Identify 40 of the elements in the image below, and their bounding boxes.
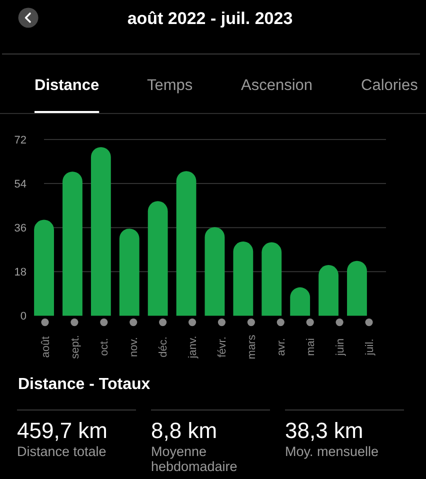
x-tick-label: mars — [246, 334, 258, 360]
bar — [318, 265, 338, 316]
text: 8,8 km — [151, 418, 218, 443]
bar — [148, 201, 168, 316]
x-tick-label: déc. — [158, 336, 170, 358]
x-tick-label: nov. — [128, 337, 140, 357]
x-tick-label: juil. — [364, 338, 376, 356]
text: Distance — [34, 77, 100, 94]
x-tick-label: mai — [304, 338, 317, 356]
x-tick-label: juin — [334, 338, 346, 357]
text: Temps — [147, 77, 193, 94]
text: Distance totale — [17, 444, 106, 459]
x-tick-label: avr. — [275, 338, 288, 356]
bar — [233, 242, 254, 316]
text: 38,3 km — [285, 418, 364, 443]
y-tick-label: 18 — [14, 266, 26, 278]
x-tick-label: oct. — [98, 338, 111, 356]
x-tick-label: août — [40, 336, 52, 358]
y-tick-label: 72 — [14, 134, 26, 146]
y-tick-label: 36 — [14, 222, 26, 234]
text: 459,7 km — [17, 418, 108, 443]
x-tick-label: sept. — [69, 335, 82, 359]
x-tick-label: janv. — [187, 336, 200, 360]
bar — [204, 227, 225, 316]
y-tick-label: 54 — [14, 178, 26, 190]
bar — [347, 260, 367, 316]
text: Moyenne hebdomadaire — [151, 444, 238, 474]
bar — [62, 172, 82, 316]
text: Ascension — [241, 77, 313, 94]
x-tick-label: févr. — [216, 336, 229, 358]
text: Distance - Totaux — [18, 376, 150, 393]
bar — [176, 171, 196, 316]
text: Moy. mensuelle — [285, 444, 379, 459]
bar — [262, 242, 282, 316]
chart-title: août 2022 - juil. 2023 — [127, 9, 293, 28]
bar — [90, 147, 111, 316]
bar — [119, 228, 140, 316]
bar — [34, 220, 54, 316]
y-tick-label: 0 — [20, 310, 26, 323]
text: Calories — [361, 77, 418, 94]
